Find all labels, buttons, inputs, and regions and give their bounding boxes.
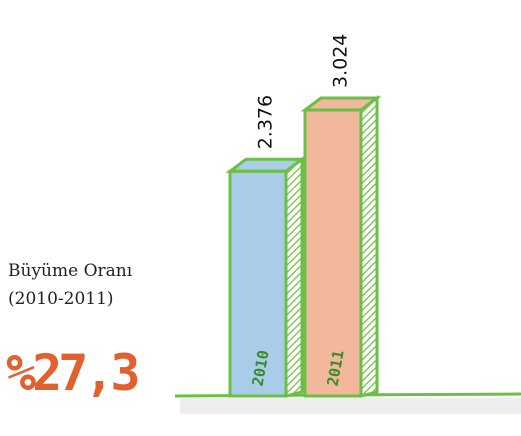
value-label: 3.024	[330, 34, 352, 88]
annotation: Büyüme Oranı	[8, 261, 133, 281]
chart: Büyüme Oranı (2010-2011) %27,3 2.3762010…	[0, 0, 521, 436]
ground-shadow	[180, 398, 521, 414]
bar-side	[361, 98, 377, 396]
growth-rate: %27,3	[6, 344, 137, 402]
value-label: 2.376	[255, 95, 277, 149]
annotation: (2010-2011)	[8, 289, 114, 309]
bar-side	[286, 159, 302, 396]
